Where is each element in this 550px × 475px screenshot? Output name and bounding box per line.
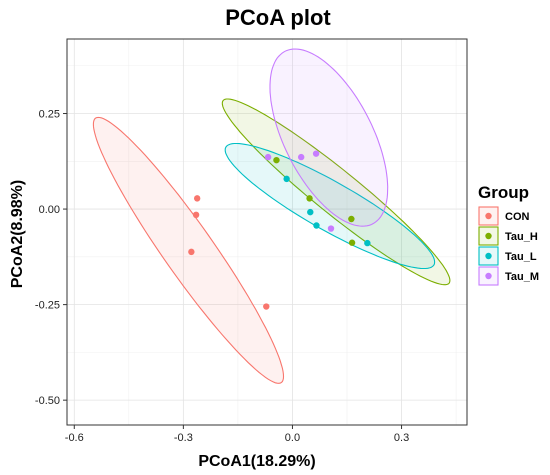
point-tau-h (348, 215, 355, 223)
point-tau-m (297, 153, 305, 161)
ellipse-tau-m (269, 48, 389, 227)
ellipse-tau-h (221, 98, 451, 286)
x-tick-label: 0.0 (285, 432, 300, 444)
panel-border (66, 38, 468, 426)
point-tau-l (313, 222, 320, 229)
x-tick-label: 0.3 (394, 432, 409, 444)
point-tau-m (312, 150, 320, 157)
point-con (188, 248, 195, 256)
point-tau-l (364, 239, 371, 247)
y-tick-label: -0.25 (35, 300, 60, 312)
point-tau-l (283, 175, 290, 183)
point-tau-h (273, 156, 280, 164)
x-axis-title: PCoA1(18.29%) (198, 453, 315, 470)
plot-area: -0.6 -0.3 0.0 0.3 -0.50 -0.25 0.00 0.25 (35, 38, 468, 444)
legend-point-con (485, 212, 492, 220)
legend-label-tau-l: Tau_L (505, 251, 537, 263)
legend-label-con: CON (505, 211, 530, 223)
y-tick-label: -0.50 (35, 395, 60, 407)
point-tau-h (306, 195, 313, 202)
x-tick-label: -0.6 (65, 432, 84, 444)
point-con (263, 303, 270, 310)
point-tau-l (307, 208, 314, 216)
legend-point-tau-l (485, 252, 492, 260)
point-tau-h (348, 239, 356, 246)
legend-title: Group (478, 183, 529, 202)
y-axis-title: PCoA2(8.98%) (9, 180, 26, 288)
panel-background (67, 39, 467, 425)
legend-point-tau-h (485, 232, 492, 240)
point-tau-m (327, 225, 335, 232)
point-tau-m (264, 153, 272, 161)
ellipse-con (92, 116, 285, 384)
chart-title: PCoA plot (225, 5, 331, 30)
x-tick-label: -0.3 (174, 432, 193, 444)
legend: Group CON Tau_H Tau_L Tau_M (478, 183, 539, 286)
ellipse-tau-l (224, 142, 436, 270)
legend-label-tau-h: Tau_H (505, 231, 538, 243)
y-tick-label: 0.00 (39, 204, 60, 216)
legend-point-tau-m (485, 272, 492, 280)
point-con (192, 211, 200, 219)
legend-label-tau-m: Tau_M (505, 271, 539, 283)
point-con (193, 195, 201, 202)
y-tick-label: 0.25 (39, 109, 60, 121)
